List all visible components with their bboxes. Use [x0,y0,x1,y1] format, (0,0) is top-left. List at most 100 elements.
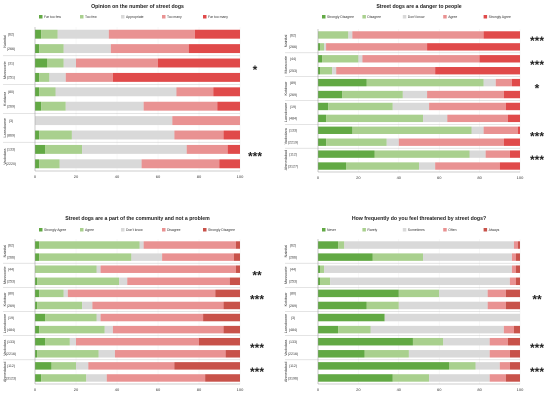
bar-segment-agree [45,313,97,322]
bar-segment-far-too-many [112,72,240,82]
bar-segment-strongly-agree [35,301,38,310]
bar-segment-strongly-disagree [318,126,353,134]
bar-segment-strongly-disagree [235,241,240,249]
bar-segment-too-few [39,130,72,140]
group-label-ahmedabad: Ahmedabad [284,150,288,170]
bar-segment-strongly-agree [503,90,520,99]
bar-segment-disagree [100,313,204,322]
bar-segment-rarely [338,241,345,249]
bar-segment-disagree [326,114,424,123]
bar-segment-strongly-disagree [225,350,240,358]
row-label: (266) [289,255,297,259]
group-label-lansdowne: Lansdowne [3,118,7,137]
bar-segment-far-too-few [35,130,40,140]
row-label: (19) [290,105,296,109]
bar-segment-strongly-agree [427,43,520,51]
legend-swatch-agree [80,228,84,232]
legend-swatch-strongly-agree [39,228,43,232]
bar-segment-disagree [143,241,236,249]
legend-swatch-rarely [362,228,366,232]
bar-segment-disagree [322,55,359,63]
significance-marker: * [253,63,258,77]
significance-marker: * [535,82,540,96]
bar-segment-agree [495,78,512,87]
bar-row: (62) [8,241,240,249]
bar-segment-never [318,265,321,273]
significance-marker: *** [250,292,264,306]
bar-row: (112) [289,150,520,158]
bar-segment-don-t-know [419,162,436,170]
bar-row: (112) [7,362,240,370]
bar-row: (484) [289,325,520,334]
bar-segment-agree [352,31,484,39]
bar-segment-strongly-agree [507,114,520,123]
bar-segment-never [318,313,385,322]
bar-segment-always [513,325,520,334]
bar-row: (19) [8,313,240,322]
bar-segment-too-few [41,101,66,111]
bar-segment-far-too-few [35,101,42,111]
significance-marker: *** [530,365,544,379]
group-label-nainital: Nainital [3,35,7,48]
bar-row: (3196) [288,374,520,382]
x-tick-label: 40 [115,174,120,179]
bar-segment-agree [429,102,506,111]
bar-segment-don-t-know [402,90,428,99]
legend: Strongly Disagree Disagree Don't know Agree… [322,15,511,19]
row-label: (269) [289,93,297,97]
bar-segment-too-many [110,44,189,54]
bar-segment-far-too-many [213,87,240,97]
legend-swatch-disagree [162,228,166,232]
chart-title: How frequently do you feel threatened by… [352,216,486,222]
bar-segment-too-many [176,87,214,97]
bar-segment-never [318,277,321,286]
bar-segment-far-too-many [227,144,240,154]
x-tick-label: 80 [197,387,202,392]
bar-segment-agree [37,301,83,310]
legend-swatch-strongly-disagree [203,228,207,232]
x-tick-label: 20 [74,387,79,392]
chart-title: Opinion on the number of street dogs [91,4,184,10]
group-label-nainital: Nainital [284,245,288,258]
x-tick-label: 0 [34,387,37,392]
x-tick-label: 20 [356,387,361,392]
legend-swatch-disagree [362,15,366,19]
x-tick-label: 40 [397,387,402,392]
bar-segment-rarely [338,325,371,334]
bar-segment-often [489,374,506,382]
bar-segment-strongly-agree [35,374,42,382]
bar-segment-agree [51,362,76,370]
group-label-vadodara: Vadodara [284,339,288,356]
bar-segment-disagree [346,162,419,170]
bar-segment-agree [326,43,428,51]
bar-segment-appropriate [57,29,109,39]
bar-segment-don-t-know [358,55,363,63]
legend-label-strongly-agree: Strongly Agree [489,15,511,19]
bar-segment-strongly-agree [483,31,520,39]
bar-row: (44) [290,265,520,273]
bar-segment-agree [427,90,504,99]
bar-segment-strongly-agree [35,289,40,298]
bar-segment-agree [435,162,500,170]
bar-segment-always [505,289,520,298]
bar-segment-rarely [364,350,409,358]
bar-segment-agree [398,138,504,146]
bar-segment-rarely [366,301,399,310]
bar-segment-don-t-know [131,253,163,261]
bar-segment-too-few [39,44,64,54]
x-tick-label: 100 [237,174,244,179]
row-label: (266) [289,45,297,49]
row-label: (31) [8,61,14,65]
significance-marker: *** [530,341,544,355]
bar-segment-strongly-disagree [318,114,327,123]
row-label: (3) [291,316,295,320]
bar-segment-too-many [76,58,158,68]
legend-label-don-t-know: Don't know [126,228,143,232]
bar-segment-sometimes [439,289,488,298]
bar-row: (89) [290,78,520,87]
bar-segment-don-t-know [82,301,93,310]
bar-segment-sometimes [330,277,510,286]
bar-segment-always [505,374,520,382]
bar-segment-disagree [127,277,230,286]
bar-segment-strongly-agree [503,138,520,146]
